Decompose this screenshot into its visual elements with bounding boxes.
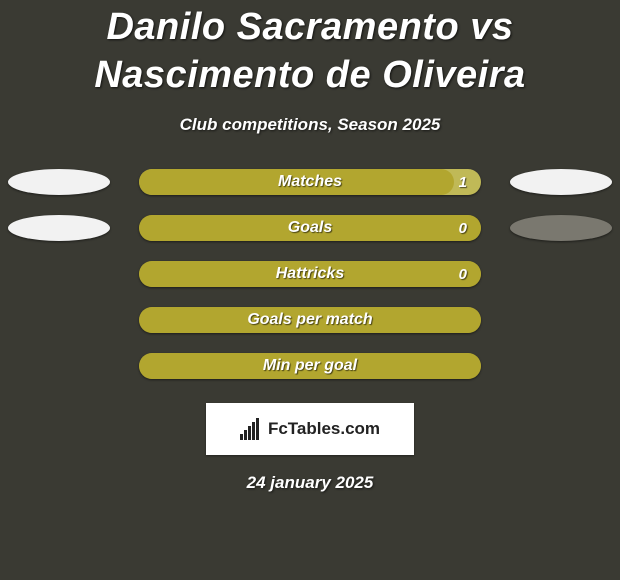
stat-bar: Hattricks0 (139, 261, 481, 287)
stat-value: 0 (459, 215, 467, 241)
stat-bar: Goals0 (139, 215, 481, 241)
subheadline: Club competitions, Season 2025 (0, 115, 620, 135)
stat-label: Hattricks (139, 261, 481, 287)
left-player-pill (8, 215, 110, 241)
stat-row: Goals per match (0, 307, 620, 333)
stat-value: 1 (459, 169, 467, 195)
stat-label: Goals (139, 215, 481, 241)
stat-label: Goals per match (139, 307, 481, 333)
left-player-pill (8, 169, 110, 195)
stat-label: Matches (139, 169, 481, 195)
comparison-infographic: Danilo Sacramento vs Nascimento de Olive… (0, 0, 620, 580)
right-player-pill (510, 215, 612, 241)
logo-text: FcTables.com (268, 419, 380, 439)
stat-row: Goals0 (0, 215, 620, 241)
right-player-pill (510, 169, 612, 195)
date-text: 24 january 2025 (0, 473, 620, 493)
stat-row: Min per goal (0, 353, 620, 379)
stat-value: 0 (459, 261, 467, 287)
stat-row: Matches1 (0, 169, 620, 195)
stat-label: Min per goal (139, 353, 481, 379)
bar-chart-icon (240, 418, 262, 440)
headline: Danilo Sacramento vs Nascimento de Olive… (0, 4, 620, 99)
stat-bar: Matches1 (139, 169, 481, 195)
stat-row: Hattricks0 (0, 261, 620, 287)
stat-bar: Goals per match (139, 307, 481, 333)
stats-block: Matches1Goals0Hattricks0Goals per matchM… (0, 169, 620, 379)
stat-bar: Min per goal (139, 353, 481, 379)
watermark-logo: FcTables.com (206, 403, 414, 455)
